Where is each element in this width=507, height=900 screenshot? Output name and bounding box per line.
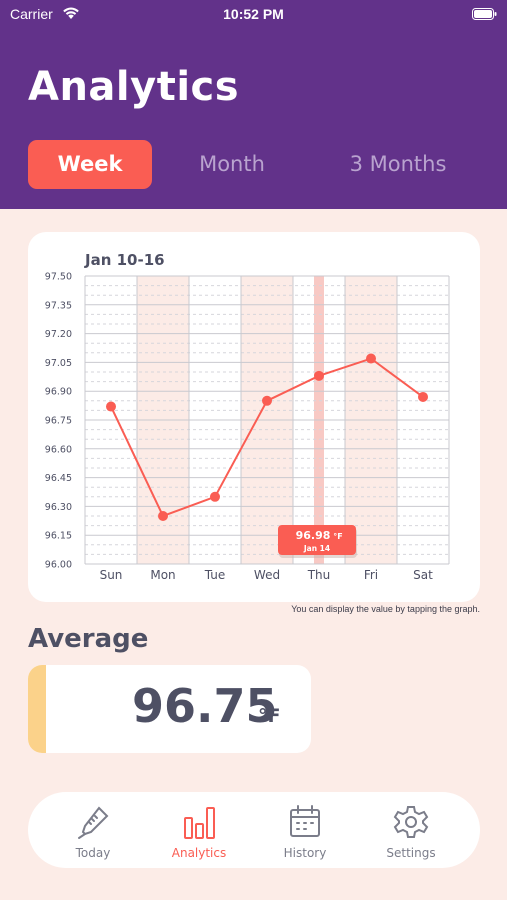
wifi-icon xyxy=(63,7,79,19)
x-tick-label: Thu xyxy=(307,568,331,582)
y-tick-label: 96.00 xyxy=(45,560,72,571)
y-tick-label: 97.05 xyxy=(45,358,72,369)
y-tick-label: 96.45 xyxy=(45,473,72,484)
temperature-chart[interactable]: Jan 10-16 97.50 97.35 97.20 97.05 96.90 96.75 9… xyxy=(28,232,480,602)
tab-month[interactable]: Month xyxy=(199,152,265,176)
nav-settings[interactable]: Settings xyxy=(366,792,456,868)
gear-icon xyxy=(393,806,429,838)
x-tick-label: Sun xyxy=(100,568,123,582)
x-tick-label: Fri xyxy=(364,568,378,582)
calendar-icon xyxy=(290,805,320,837)
x-tick-label: Wed xyxy=(254,568,280,582)
y-tick-label: 96.75 xyxy=(45,416,72,427)
average-value: 96.75 xyxy=(132,679,278,733)
tooltip-date: Jan 14 xyxy=(303,544,330,553)
y-tick-label: 96.60 xyxy=(45,444,72,455)
data-point xyxy=(366,353,376,364)
tab-week[interactable]: Week xyxy=(28,140,152,189)
status-bar: Carrier 10:52 PM xyxy=(0,0,507,30)
bottom-tab-bar: Today Analytics History Se xyxy=(28,792,480,868)
average-heading: Average xyxy=(28,624,149,654)
tooltip-unit: °F xyxy=(333,532,342,541)
thermometer-icon xyxy=(78,806,109,839)
y-tick-label: 97.35 xyxy=(45,300,72,311)
tooltip-value: 96.98 xyxy=(296,529,331,542)
nav-today[interactable]: Today xyxy=(48,792,138,868)
average-card: 96.75 °F xyxy=(28,665,311,753)
status-time: 10:52 PM xyxy=(223,6,284,22)
tooltip xyxy=(278,525,356,555)
nav-today-label: Today xyxy=(75,846,111,860)
bar-chart-icon xyxy=(184,807,215,839)
average-unit: °F xyxy=(258,705,281,727)
y-tick-label: 97.20 xyxy=(45,329,72,340)
nav-settings-label: Settings xyxy=(386,846,436,860)
data-point xyxy=(210,491,220,502)
battery-icon xyxy=(472,8,497,20)
data-point xyxy=(418,391,428,402)
data-point xyxy=(314,370,324,381)
chart-title: Jan 10-16 xyxy=(84,251,165,269)
chart-hint: You can display the value by tapping the… xyxy=(291,604,480,614)
x-tick-label: Mon xyxy=(150,568,175,582)
data-point xyxy=(262,395,272,406)
x-tick-label: Sat xyxy=(413,568,433,582)
nav-history[interactable]: History xyxy=(260,792,350,868)
y-tick-label: 96.30 xyxy=(45,502,72,513)
nav-analytics-label: Analytics xyxy=(171,846,227,860)
y-tick-label: 96.90 xyxy=(45,387,72,398)
header: Carrier 10:52 PM Analytics Week Month 3 … xyxy=(0,0,507,209)
y-tick-label: 97.50 xyxy=(45,272,72,283)
page-title: Analytics xyxy=(28,64,240,110)
carrier-label: Carrier xyxy=(10,6,53,22)
y-tick-label: 96.15 xyxy=(45,531,72,542)
nav-history-label: History xyxy=(283,846,327,860)
data-point xyxy=(158,511,168,521)
tab-3-months[interactable]: 3 Months xyxy=(349,152,447,176)
x-tick-label: Tue xyxy=(204,568,226,582)
data-point xyxy=(106,401,116,412)
nav-analytics[interactable]: Analytics xyxy=(154,792,244,868)
average-stripe xyxy=(28,665,46,753)
